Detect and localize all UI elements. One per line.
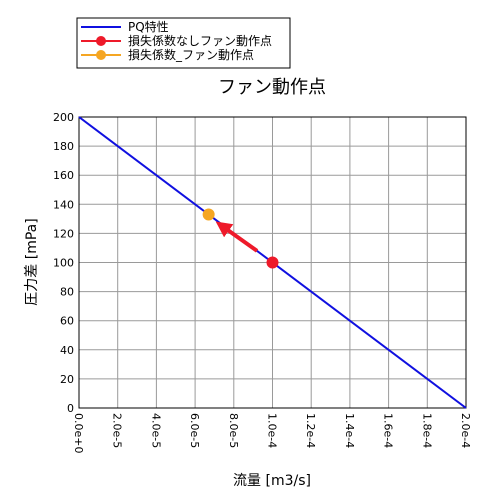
legend-swatch-marker xyxy=(96,50,106,60)
y-axis-label: 圧力差 [mPa] xyxy=(24,218,40,305)
operating-point-shift-arrow xyxy=(215,221,259,253)
legend-label: PQ特性 xyxy=(128,19,169,34)
x-tick-label: 1.8e-4 xyxy=(420,413,433,448)
x-tick-label: 2.0e-5 xyxy=(111,413,124,448)
legend-label: 損失係数なしファン動作点 xyxy=(128,33,272,48)
y-tick-label: 160 xyxy=(53,169,74,182)
y-tick-label: 20 xyxy=(60,373,74,386)
y-tick-label: 0 xyxy=(67,402,74,415)
legend-label: 損失係数_ファン動作点 xyxy=(128,47,254,62)
x-tick-label: 0.0e+0 xyxy=(72,413,85,453)
y-tick-label: 80 xyxy=(60,286,74,299)
x-tick-label: 1.0e-4 xyxy=(266,413,279,448)
x-tick-label: 1.6e-4 xyxy=(382,413,395,448)
x-tick-label: 6.0e-5 xyxy=(188,413,201,448)
y-tick-label: 60 xyxy=(60,315,74,328)
operating-point-marker xyxy=(202,208,215,221)
x-tick-label: 1.4e-4 xyxy=(343,413,356,448)
y-tick-label: 120 xyxy=(53,227,74,240)
x-tick-label: 2.0e-4 xyxy=(459,413,472,448)
legend-swatch-marker xyxy=(96,36,106,46)
x-axis-label: 流量 [m3/s] xyxy=(233,473,311,489)
plot-area: 0 20 40 60 80 100 120 140 160 180 200 0.0e+0 2.0e-5 4… xyxy=(53,111,472,453)
y-tick-label: 180 xyxy=(53,140,74,153)
y-tick-label: 100 xyxy=(53,257,74,270)
y-tick-label: 140 xyxy=(53,198,74,211)
y-tick-label: 200 xyxy=(53,111,74,124)
plot-frame xyxy=(78,116,467,409)
x-tick-label: 4.0e-5 xyxy=(149,413,162,448)
chart-title: ファン動作点 xyxy=(218,77,326,98)
x-tick-label: 1.2e-4 xyxy=(304,413,317,448)
y-tick-label: 40 xyxy=(60,344,74,357)
operating-point-marker xyxy=(266,256,279,269)
x-tick-label: 8.0e-5 xyxy=(227,413,240,448)
